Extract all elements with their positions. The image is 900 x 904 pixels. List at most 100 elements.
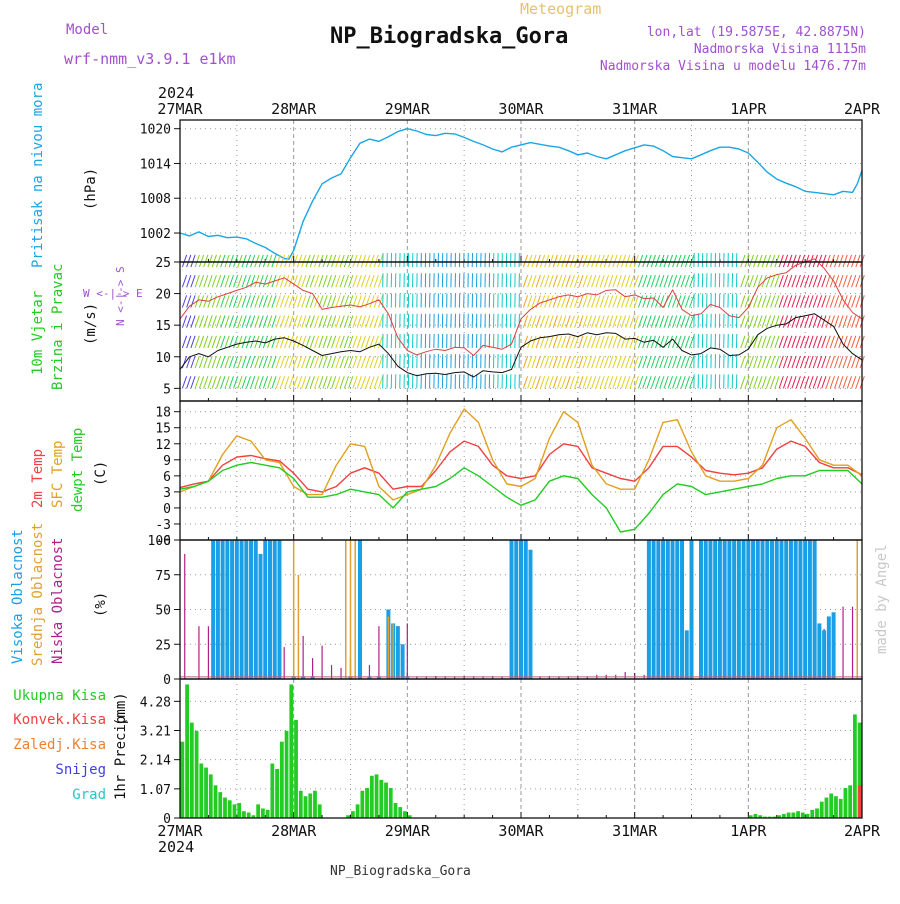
y-tick-label: 3 bbox=[163, 486, 171, 501]
wind-barb bbox=[353, 316, 357, 328]
wind-barb bbox=[302, 255, 306, 267]
wind-unit: (m/s) bbox=[83, 303, 99, 345]
wind-barb bbox=[852, 295, 856, 307]
page-title: NP_Biogradska_Gora bbox=[330, 24, 568, 49]
wind-barb bbox=[319, 356, 323, 368]
wind-barb bbox=[268, 356, 272, 368]
precip-total-bar bbox=[180, 742, 184, 818]
wind-barb bbox=[553, 356, 557, 368]
wind-barb bbox=[809, 316, 813, 328]
wind-barb bbox=[259, 255, 263, 267]
wind-barb bbox=[783, 295, 787, 307]
wind-barb bbox=[604, 295, 608, 307]
wind-barb bbox=[852, 356, 856, 368]
wind-barb bbox=[604, 316, 608, 328]
wind-barb bbox=[685, 255, 689, 267]
wind-barb bbox=[276, 336, 280, 348]
wind-barb bbox=[238, 295, 242, 307]
wind-barb bbox=[528, 295, 532, 307]
wind-barb bbox=[540, 316, 544, 328]
wind-barb bbox=[344, 336, 348, 348]
precip-total-bar bbox=[270, 763, 274, 818]
wind-barb bbox=[575, 316, 579, 328]
wind-barb bbox=[788, 336, 792, 348]
precip-total-bar bbox=[209, 774, 213, 818]
wind-barb bbox=[195, 275, 199, 287]
wind-barb bbox=[297, 376, 301, 388]
wind-label-1: 10m Vjetar bbox=[30, 291, 46, 375]
y-tick-label: 5 bbox=[163, 382, 171, 397]
wind-barb bbox=[562, 376, 566, 388]
wind-barb bbox=[847, 255, 851, 267]
wind-barb bbox=[852, 316, 856, 328]
wind-barb bbox=[758, 356, 762, 368]
wind-barb bbox=[370, 295, 374, 307]
wind-barb bbox=[835, 336, 839, 348]
wind-barb bbox=[800, 316, 804, 328]
wind-barb bbox=[336, 255, 340, 267]
wind-barb bbox=[549, 356, 553, 368]
wind-barb bbox=[609, 336, 613, 348]
wind-barb bbox=[656, 255, 660, 267]
wind-barb bbox=[238, 255, 242, 267]
wind-barb bbox=[323, 336, 327, 348]
credit-text: made by Angel bbox=[874, 544, 890, 654]
precip-total-bar bbox=[280, 742, 284, 818]
wind-barb bbox=[349, 376, 353, 388]
wind-barb bbox=[566, 356, 570, 368]
wind-barb bbox=[259, 295, 263, 307]
precip-total-bar bbox=[242, 811, 246, 818]
wind-barb bbox=[847, 275, 851, 287]
wind-barb bbox=[199, 295, 203, 307]
wind-barb bbox=[336, 316, 340, 328]
y-tick-label: 50 bbox=[155, 604, 171, 619]
cloud-high-bar bbox=[732, 540, 736, 679]
wind-barb bbox=[592, 356, 596, 368]
wind-barb bbox=[843, 316, 847, 328]
wind-barb bbox=[749, 255, 753, 267]
precip-panel: 01.072.143.214.28 bbox=[140, 679, 862, 827]
wind-barb bbox=[813, 295, 817, 307]
wind-barb bbox=[638, 255, 642, 267]
cloud-high-bar bbox=[708, 540, 712, 679]
wind-barb bbox=[596, 295, 600, 307]
wind-barb bbox=[647, 295, 651, 307]
wind-barb bbox=[685, 295, 689, 307]
wind-barb bbox=[813, 275, 817, 287]
wind-barb bbox=[771, 295, 775, 307]
wind-barb bbox=[813, 376, 817, 388]
wind-barb bbox=[242, 376, 246, 388]
wind-barb bbox=[238, 356, 242, 368]
wind-barb bbox=[225, 316, 229, 328]
top-date-label: 31MAR bbox=[612, 100, 658, 118]
wind-barb bbox=[626, 316, 630, 328]
wind-barb bbox=[225, 275, 229, 287]
wind-barb bbox=[378, 356, 382, 368]
wind-barb bbox=[626, 336, 630, 348]
wind-barb bbox=[234, 316, 238, 328]
wind-barb bbox=[562, 295, 566, 307]
wind-barb bbox=[626, 356, 630, 368]
wind-barb bbox=[276, 356, 280, 368]
cloud-high-bar bbox=[240, 540, 244, 679]
wind-barb bbox=[212, 255, 216, 267]
wind-barb bbox=[638, 316, 642, 328]
wind-barb bbox=[255, 356, 259, 368]
wind-barb bbox=[378, 275, 382, 287]
wind-barb bbox=[570, 295, 574, 307]
wind-barb bbox=[813, 336, 817, 348]
precip-total-bar bbox=[313, 791, 317, 818]
wind-barb bbox=[741, 295, 745, 307]
precip-total-bar bbox=[844, 788, 848, 818]
wind-barb bbox=[238, 316, 242, 328]
wind-barb bbox=[353, 356, 357, 368]
wind-barb bbox=[208, 376, 212, 388]
wind-barb bbox=[677, 275, 681, 287]
wind-barb bbox=[817, 336, 821, 348]
wind-barb bbox=[592, 295, 596, 307]
wind-barb bbox=[843, 376, 847, 388]
wind-barb bbox=[847, 356, 851, 368]
wind-barb bbox=[523, 336, 527, 348]
wind-barb bbox=[596, 275, 600, 287]
wind-barb bbox=[575, 336, 579, 348]
